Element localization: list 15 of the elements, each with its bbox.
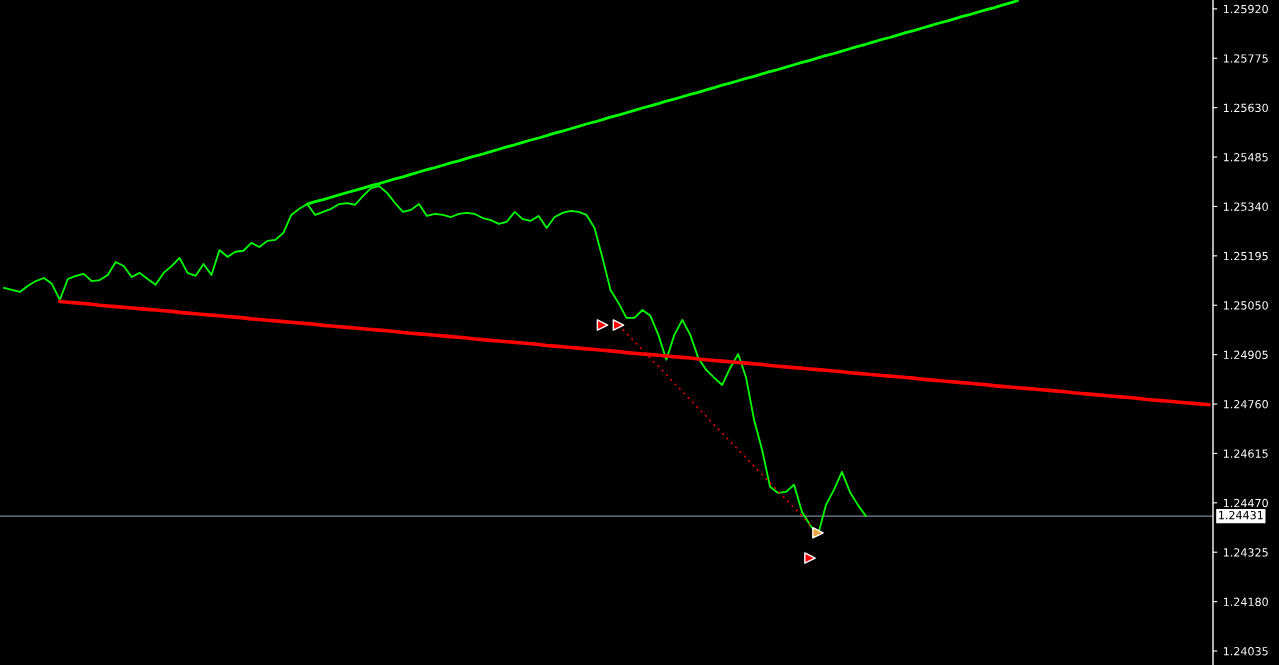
y-tick-label: 1.25340 [1223,202,1268,211]
y-tick-label: 1.24615 [1223,449,1268,458]
y-tick-label: 1.25920 [1223,4,1268,14]
y-tick-label: 1.24035 [1223,647,1268,656]
y-tick-label: 1.25485 [1223,153,1268,162]
y-tick-label: 1.24905 [1223,350,1268,360]
y-tick-label: 1.24760 [1223,400,1268,409]
y-tick-label: 1.25195 [1223,251,1268,261]
ref-line-label: 1.24431 [1219,510,1263,520]
y-tick-label: 1.25050 [1223,301,1268,310]
y-tick-label: 1.25775 [1223,54,1268,63]
y-tick-label: 1.24325 [1223,548,1268,557]
y-tick-label: 1.24470 [1223,498,1268,508]
y-tick-label: 1.24180 [1223,597,1268,607]
y-tick-label: 1.25630 [1223,103,1268,113]
